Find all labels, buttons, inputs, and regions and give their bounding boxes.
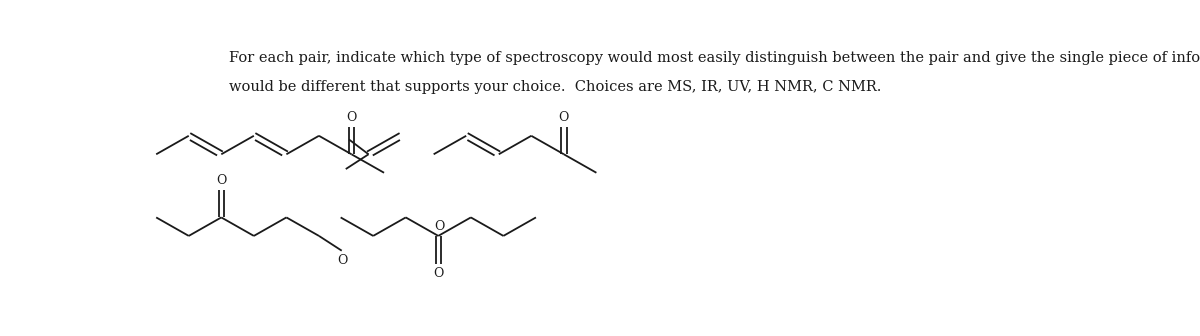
Text: O: O [433,267,444,280]
Text: would be different that supports your choice.  Choices are MS, IR, UV, H NMR, C : would be different that supports your ch… [229,80,882,94]
Text: O: O [347,111,356,124]
Text: O: O [216,174,227,187]
Text: O: O [434,220,444,233]
Text: O: O [559,111,569,124]
Text: O: O [337,254,348,267]
Text: For each pair, indicate which type of spectroscopy would most easily distinguish: For each pair, indicate which type of sp… [229,51,1200,65]
